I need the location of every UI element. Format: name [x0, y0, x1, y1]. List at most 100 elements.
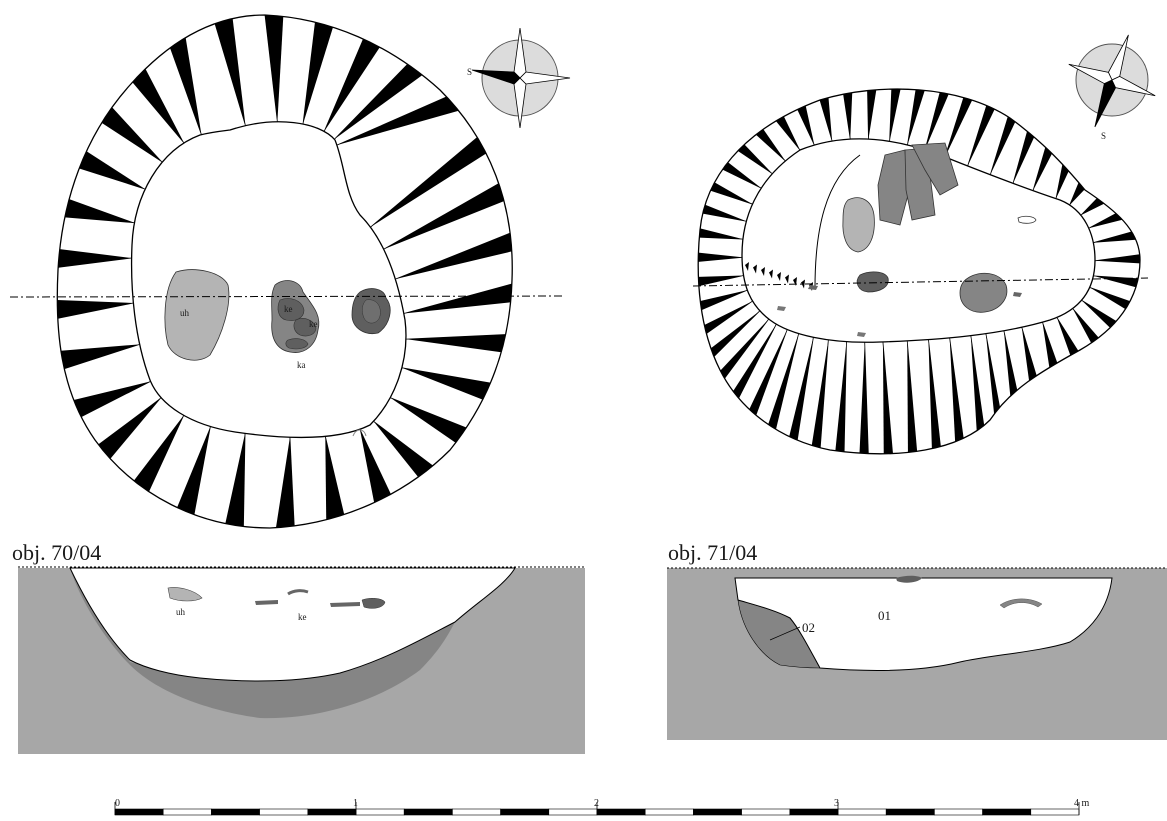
- scale-segment: [307, 808, 357, 816]
- find-uh-plan: [164, 269, 230, 361]
- scale-segment: [355, 808, 405, 816]
- hachure-wedge: [390, 397, 467, 443]
- hachure-wedge: [275, 437, 295, 528]
- hachure-line: [370, 137, 478, 228]
- hachure-line: [401, 367, 491, 384]
- hachure-wedge: [101, 107, 163, 163]
- hachure-wedge: [702, 204, 747, 222]
- scale-segment: [114, 808, 164, 816]
- hachure-wedge: [768, 333, 799, 430]
- label-leader-02: [769, 626, 801, 641]
- hachure-line: [944, 97, 965, 158]
- hachure-wedge: [64, 199, 135, 223]
- hachure-line: [889, 89, 893, 142]
- find-ke-plan-c: [293, 318, 317, 337]
- section-find-ke-3: [330, 602, 360, 607]
- hachure-line: [713, 310, 761, 357]
- section-find-ke-2: [287, 589, 309, 596]
- hachure-line: [359, 429, 391, 495]
- hachure-wedge: [843, 92, 853, 140]
- north-arrow-letter: S: [467, 67, 472, 77]
- step-tick: [785, 274, 789, 284]
- hachure-wedge: [336, 96, 459, 146]
- section-find-arc: [999, 598, 1043, 609]
- scale-segment: [789, 808, 839, 816]
- plan-label-ka: ka: [297, 360, 306, 370]
- hachure-wedge: [699, 228, 743, 240]
- hachure-line: [1093, 231, 1132, 244]
- step-tick: [761, 267, 765, 276]
- section-find-ke-1: [255, 600, 278, 605]
- hachure-wedge: [835, 341, 847, 452]
- hachure-wedge: [1089, 287, 1130, 310]
- hachure-line: [1094, 254, 1140, 262]
- hachure-line: [1012, 131, 1028, 184]
- scale-segment: [644, 808, 694, 816]
- hachure-wedge: [401, 367, 491, 400]
- scale-segment: [500, 808, 550, 816]
- scale-segment: [837, 808, 887, 816]
- hachures-71-04: [698, 89, 1140, 454]
- scale-segment: [259, 808, 309, 816]
- hachure-line: [775, 333, 800, 430]
- scale-segment: [934, 808, 983, 816]
- hachure-line: [324, 436, 345, 515]
- hachure-wedge: [225, 433, 246, 527]
- scale-tick-1: 1: [353, 798, 358, 809]
- hachure-line: [755, 329, 788, 416]
- step-tick: [777, 272, 781, 281]
- hachure-wedge: [756, 129, 786, 161]
- hachure-line: [1032, 147, 1047, 191]
- hachure-line: [698, 275, 744, 287]
- plan-label-uh: uh: [180, 308, 190, 318]
- hachure-wedge: [359, 429, 391, 503]
- hachure-line: [79, 167, 146, 190]
- hachure-wedge: [867, 89, 877, 140]
- hachure-line: [1089, 287, 1131, 302]
- hachure-wedge: [738, 144, 773, 174]
- hachure-wedge: [776, 116, 800, 150]
- scale-segment: [596, 808, 646, 816]
- step-tick: [801, 279, 805, 289]
- hachure-wedge: [722, 162, 762, 189]
- hachure-line: [390, 397, 467, 429]
- north-arrow-icon-2: S: [1068, 34, 1156, 141]
- hachure-line: [797, 109, 815, 146]
- scale-bar: 0 1 2 3 4 m: [114, 798, 1090, 816]
- section-label-01: 01: [878, 608, 891, 623]
- hachure-line: [985, 333, 1001, 408]
- scale-segment: [403, 808, 453, 816]
- hachure-line: [64, 216, 135, 224]
- hachure-line: [775, 120, 801, 151]
- hachure-line: [193, 426, 211, 515]
- hachure-line: [706, 300, 753, 334]
- hachure-wedge: [907, 89, 925, 145]
- hachure-line: [64, 343, 140, 370]
- hachure-line: [755, 134, 786, 162]
- find-ka-plan: [285, 338, 309, 350]
- hachure-line: [949, 337, 964, 439]
- title-71-04: obj. 71/04: [668, 540, 757, 565]
- hachure-wedge: [79, 151, 146, 190]
- section-find-uh: [167, 587, 203, 602]
- scale-end-label: 4 m: [1074, 798, 1090, 809]
- hachure-line: [264, 14, 278, 122]
- hachure-line: [1042, 322, 1058, 364]
- hachure-line: [864, 342, 869, 454]
- hachure-wedge: [1072, 308, 1099, 344]
- hachure-line: [970, 335, 985, 426]
- step-tick: [745, 262, 749, 271]
- hachure-wedge: [1080, 198, 1105, 216]
- hachure-line: [169, 47, 202, 135]
- hachure-wedge: [324, 39, 380, 132]
- chip-2: [777, 306, 786, 311]
- scale-tick-2: 2: [594, 798, 599, 809]
- hachure-line: [819, 339, 829, 448]
- hachure-wedge: [73, 381, 151, 417]
- chip-3: [1013, 292, 1022, 297]
- hachure-line: [1081, 299, 1117, 322]
- plan-71-04: [692, 88, 1149, 455]
- section-line-71-04: [692, 277, 1149, 287]
- scale-tick-0: 0: [115, 798, 120, 809]
- hachure-wedge: [133, 415, 184, 492]
